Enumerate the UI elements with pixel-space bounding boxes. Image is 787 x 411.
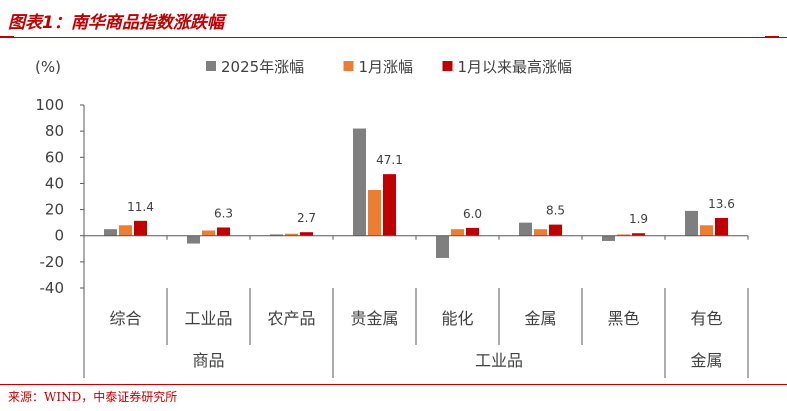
group-label: 商品 bbox=[192, 351, 224, 370]
bar-2-金属 bbox=[534, 229, 547, 236]
y-tick-label: 20 bbox=[45, 201, 64, 219]
bar-1-综合 bbox=[104, 229, 117, 236]
y-tick-label: 100 bbox=[35, 96, 64, 114]
legend-label-1: 2025年涨幅 bbox=[221, 58, 304, 76]
bar-3-能化 bbox=[466, 227, 479, 236]
title-rule bbox=[0, 37, 787, 38]
bar-1-金属 bbox=[519, 222, 532, 236]
bar-2-贵金属 bbox=[368, 189, 381, 236]
category-label: 工业品 bbox=[184, 309, 232, 328]
y-tick-label: 40 bbox=[45, 174, 64, 192]
bar-1-能化 bbox=[436, 235, 449, 258]
y-tick-label: -40 bbox=[40, 279, 65, 297]
bar-3-工业品 bbox=[217, 227, 230, 236]
bar-2-农产品 bbox=[285, 233, 298, 236]
data-label: 2.7 bbox=[297, 211, 316, 225]
legend-swatch-2 bbox=[343, 61, 354, 71]
y-tick-label: -20 bbox=[40, 253, 65, 271]
bar-1-贵金属 bbox=[353, 128, 366, 236]
y-tick-label: 0 bbox=[54, 227, 64, 245]
data-label: 8.5 bbox=[546, 204, 565, 218]
category-label: 黑色 bbox=[607, 309, 639, 328]
bar-2-工业品 bbox=[202, 230, 215, 236]
source-note: 来源：WIND，中泰证券研究所 bbox=[8, 390, 178, 404]
data-label: 6.0 bbox=[463, 207, 482, 221]
category-label: 贵金属 bbox=[350, 309, 398, 328]
group-label: 金属 bbox=[690, 351, 722, 370]
bar-2-能化 bbox=[451, 229, 464, 236]
figure-title: 图表1：南华商品指数涨跌幅 bbox=[8, 13, 224, 33]
bar-1-有色 bbox=[685, 210, 698, 236]
bar-3-有色 bbox=[715, 217, 728, 236]
category-label: 有色 bbox=[690, 309, 722, 328]
source-rule bbox=[0, 384, 787, 385]
bar-1-工业品 bbox=[187, 235, 200, 244]
y-tick-label: 60 bbox=[45, 148, 64, 166]
bar-3-金属 bbox=[549, 224, 562, 236]
data-label: 13.6 bbox=[708, 197, 735, 211]
title-rule-mark-right bbox=[765, 36, 779, 38]
bar-3-贵金属 bbox=[383, 174, 396, 236]
group-label: 工业品 bbox=[475, 351, 523, 370]
data-label: 11.4 bbox=[127, 200, 154, 214]
bar-1-农产品 bbox=[270, 234, 283, 236]
legend-swatch-1 bbox=[206, 61, 216, 71]
bar-2-综合 bbox=[119, 225, 132, 236]
bar-3-综合 bbox=[134, 220, 147, 236]
legend-swatch-3 bbox=[442, 61, 453, 71]
bar-2-有色 bbox=[700, 225, 713, 236]
bar-3-黑色 bbox=[632, 233, 645, 236]
category-label: 综合 bbox=[109, 309, 141, 328]
bar-3-农产品 bbox=[300, 232, 313, 236]
y-tick-label: 80 bbox=[45, 122, 64, 140]
y-axis-label: (%) bbox=[35, 58, 61, 76]
legend-label-2: 1月涨幅 bbox=[359, 58, 414, 76]
bar-2-黑色 bbox=[617, 234, 630, 236]
bar-1-黑色 bbox=[602, 235, 615, 241]
data-label: 47.1 bbox=[376, 153, 403, 167]
legend-label-3: 1月以来最高涨幅 bbox=[458, 58, 573, 76]
category-label: 能化 bbox=[441, 309, 473, 328]
bar-chart: (%) 100 80 60 40 20 0 -20 -40 2025年涨幅 1月涨幅 1月以来最高涨幅… bbox=[35, 58, 749, 378]
category-label: 农产品 bbox=[267, 309, 315, 328]
data-label: 6.3 bbox=[214, 206, 233, 220]
data-label: 1.9 bbox=[629, 212, 648, 226]
category-label: 金属 bbox=[524, 309, 556, 328]
